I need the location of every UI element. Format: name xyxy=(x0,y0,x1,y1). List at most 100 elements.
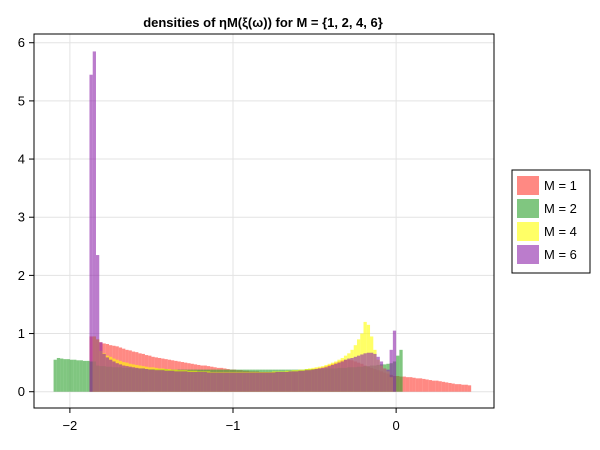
histogram-bar xyxy=(105,357,110,392)
histogram-bar xyxy=(272,372,276,392)
histogram-bar xyxy=(356,355,361,392)
histogram-bar xyxy=(337,362,341,392)
histogram-bar xyxy=(255,372,260,392)
histogram-bar xyxy=(373,353,377,392)
histogram-bar xyxy=(118,364,123,392)
histogram-bar xyxy=(402,376,406,392)
histogram-bar xyxy=(219,372,224,392)
histogram-bar xyxy=(428,380,433,392)
legend-label: M = 1 xyxy=(544,178,577,193)
histogram-bar xyxy=(193,371,198,392)
histogram-bar xyxy=(441,381,446,392)
histogram-bar xyxy=(379,361,384,392)
histogram-bar xyxy=(262,372,266,392)
histogram-bar xyxy=(60,358,64,392)
histogram-bar xyxy=(112,361,116,392)
legend-swatch xyxy=(517,176,539,195)
histogram-bar xyxy=(213,372,217,392)
histogram-bar xyxy=(399,349,403,392)
histogram-bar xyxy=(334,363,338,392)
histogram-bar xyxy=(370,352,374,392)
histogram-bar xyxy=(210,372,214,392)
histogram-bar xyxy=(53,359,57,392)
histogram-bar xyxy=(350,357,354,392)
histogram-bar xyxy=(239,372,243,392)
histogram-bar xyxy=(144,369,149,392)
histogram-bar xyxy=(405,377,410,392)
series-bars-4 xyxy=(89,51,397,392)
histogram-bar xyxy=(226,372,230,392)
histogram-bar xyxy=(448,382,452,392)
histogram-bar xyxy=(317,368,322,392)
histogram-bar xyxy=(363,353,367,392)
histogram-bar xyxy=(268,372,273,392)
histogram-bar xyxy=(246,372,250,392)
histogram-bar xyxy=(138,368,142,392)
histogram-bar xyxy=(311,369,315,392)
histogram-bar xyxy=(467,385,472,392)
histogram-bar xyxy=(148,369,152,392)
histogram-bar xyxy=(141,368,145,392)
histogram-bar xyxy=(128,366,132,392)
histogram-bar xyxy=(63,359,67,392)
histogram-bar xyxy=(76,360,80,392)
histogram-bars xyxy=(53,51,472,392)
histogram-bar xyxy=(347,358,351,392)
histogram-bar xyxy=(288,371,292,392)
histogram-bar xyxy=(432,380,436,392)
histogram-bar xyxy=(161,370,165,392)
histogram-bar xyxy=(418,378,423,392)
histogram-bar xyxy=(223,372,227,392)
histogram-bar xyxy=(203,371,207,392)
histogram-bar xyxy=(180,371,185,392)
histogram-bar xyxy=(109,359,113,392)
y-tick-label: 1 xyxy=(18,326,25,341)
y-tick-label: 4 xyxy=(18,152,25,167)
histogram-bar xyxy=(285,371,289,392)
legend-swatch xyxy=(517,245,539,264)
legend-label: M = 4 xyxy=(544,224,577,239)
histogram-bar xyxy=(167,370,172,392)
legend-label: M = 2 xyxy=(544,201,577,216)
histogram-bar xyxy=(308,370,312,392)
legend-label: M = 6 xyxy=(544,247,577,262)
histogram-bar xyxy=(154,370,158,392)
histogram-bar xyxy=(131,367,136,392)
histogram-bar xyxy=(242,372,247,392)
histogram-bar xyxy=(321,367,325,392)
histogram-bar xyxy=(461,384,465,392)
histogram-bar xyxy=(435,380,439,392)
histogram-bar xyxy=(294,371,299,392)
histogram-bar xyxy=(389,349,393,392)
histogram-bar xyxy=(184,371,188,392)
histogram-bar xyxy=(73,359,77,392)
histogram-bar xyxy=(291,371,295,392)
histogram-bar xyxy=(233,372,237,392)
histogram-bar xyxy=(454,384,459,392)
axis-ticks: −2 −1 0 0 1 2 3 4 5 6 xyxy=(18,35,400,433)
y-tick-label: 2 xyxy=(18,268,25,283)
histogram-bar xyxy=(412,377,416,392)
histogram-bar xyxy=(464,384,468,392)
histogram-bar xyxy=(252,372,256,392)
legend-swatch xyxy=(517,222,539,241)
histogram-bar xyxy=(92,51,96,392)
histogram-bar xyxy=(171,370,175,392)
histogram-bar xyxy=(216,372,220,392)
histogram-bar xyxy=(425,379,429,392)
histogram-bar xyxy=(376,356,380,392)
histogram-bar xyxy=(95,255,100,392)
y-tick-label: 0 xyxy=(18,384,25,399)
histogram-bar xyxy=(249,372,253,392)
histogram-bar xyxy=(383,368,387,392)
histogram-bar xyxy=(187,371,191,392)
legend-swatch xyxy=(517,199,539,218)
histogram-bar xyxy=(151,369,155,392)
histogram-bar xyxy=(281,371,286,392)
histogram-bar xyxy=(125,366,129,392)
histogram-bar xyxy=(278,371,282,392)
histogram-bar xyxy=(259,372,263,392)
histogram-bar xyxy=(314,369,318,392)
